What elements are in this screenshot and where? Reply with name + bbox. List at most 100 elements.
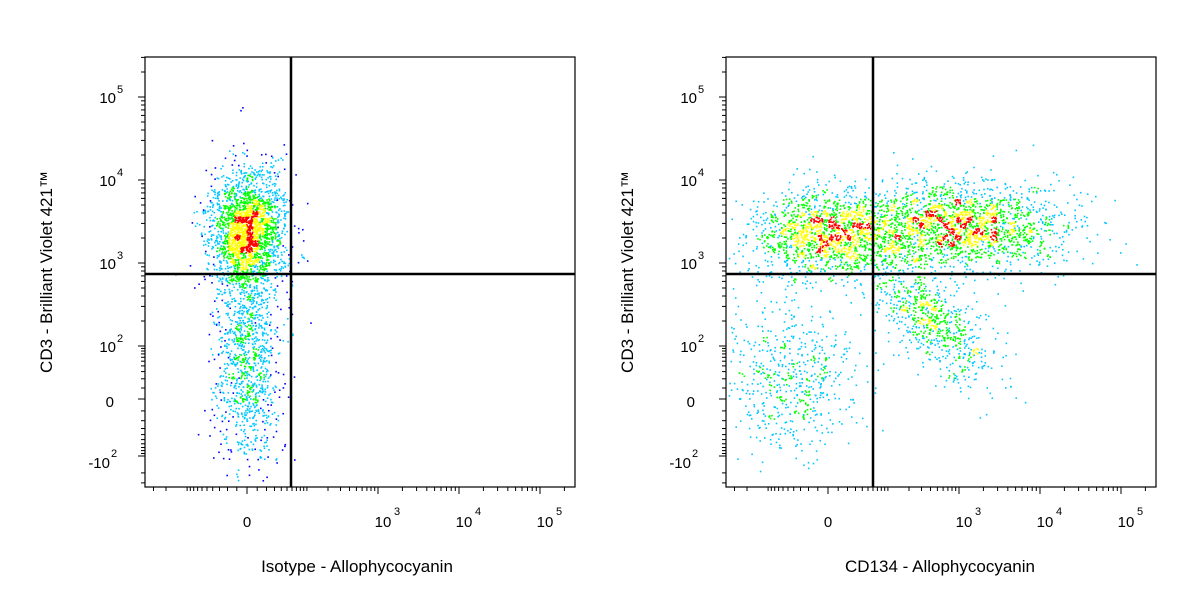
scatter-point <box>242 312 244 315</box>
scatter-point <box>852 229 854 231</box>
scatter-point <box>281 254 283 256</box>
scatter-point <box>895 255 897 258</box>
scatter-point <box>236 338 238 341</box>
scatter-point <box>243 287 246 289</box>
scatter-point <box>847 213 850 215</box>
scatter-point <box>249 313 251 316</box>
scatter-point <box>247 205 249 207</box>
scatter-point <box>255 348 257 350</box>
scatter-point <box>784 195 787 197</box>
scatter-point <box>796 251 798 253</box>
scatter-point <box>865 257 868 259</box>
scatter-point <box>843 246 846 248</box>
scatter-point <box>856 221 859 223</box>
scatter-point <box>258 260 260 262</box>
scatter-point <box>829 243 831 245</box>
scatter-point <box>277 256 279 258</box>
scatter-point <box>263 279 266 281</box>
scatter-point <box>242 218 245 221</box>
scatter-point <box>816 214 818 217</box>
scatter-point <box>251 241 254 244</box>
scatter-point <box>221 382 224 385</box>
scatter-point <box>238 240 241 243</box>
scatter-point <box>846 281 849 283</box>
scatter-point <box>255 419 257 422</box>
scatter-point <box>227 356 230 359</box>
scatter-point <box>838 238 840 241</box>
scatter-point <box>240 447 242 450</box>
scatter-point <box>795 236 798 238</box>
scatter-point <box>745 235 748 237</box>
scatter-point <box>228 458 231 460</box>
scatter-point <box>262 409 264 411</box>
scatter-point <box>250 268 252 270</box>
scatter-point <box>856 253 859 256</box>
scatter-point <box>265 349 268 351</box>
scatter-point <box>222 223 224 226</box>
scatter-point <box>241 288 243 291</box>
scatter-point <box>293 225 296 227</box>
scatter-point <box>906 227 908 229</box>
scatter-point <box>811 242 814 245</box>
scatter-point <box>283 223 286 225</box>
scatter-point <box>835 203 838 205</box>
scatter-point <box>231 319 233 322</box>
scatter-point <box>236 233 238 235</box>
scatter-point <box>841 236 844 238</box>
scatter-point <box>278 244 280 246</box>
scatter-point <box>824 250 826 253</box>
scatter-point <box>852 225 854 228</box>
scatter-point <box>274 237 277 240</box>
scatter-point <box>823 224 826 226</box>
scatter-point <box>808 217 810 219</box>
scatter-point <box>908 244 911 247</box>
scatter-point <box>867 239 870 242</box>
scatter-point <box>847 248 850 251</box>
scatter-point <box>240 170 242 173</box>
scatter-point <box>243 198 245 201</box>
scatter-point <box>226 379 229 382</box>
scatter-point <box>818 215 821 218</box>
scatter-point <box>775 216 777 218</box>
scatter-point <box>270 404 272 406</box>
scatter-point <box>264 422 266 425</box>
scatter-point <box>904 245 907 248</box>
scatter-point <box>859 241 862 244</box>
scatter-point <box>875 220 878 222</box>
scatter-point <box>280 308 282 311</box>
scatter-point <box>742 255 744 258</box>
scatter-point <box>227 305 229 308</box>
scatter-point <box>246 192 249 194</box>
scatter-point <box>248 239 251 241</box>
scatter-point <box>813 218 815 221</box>
scatter-point <box>207 268 209 271</box>
scatter-point <box>251 171 253 173</box>
scatter-point <box>262 182 264 185</box>
scatter-point <box>895 210 898 213</box>
scatter-point <box>267 226 269 228</box>
scatter-point <box>248 328 251 330</box>
scatter-point <box>231 220 234 222</box>
scatter-point <box>263 328 266 331</box>
scatter-point <box>252 215 254 218</box>
scatter-point <box>810 219 812 221</box>
scatter-point <box>784 236 786 238</box>
scatter-point <box>260 295 262 297</box>
scatter-point <box>272 261 275 264</box>
scatter-point <box>244 220 246 223</box>
scatter-point <box>811 267 813 269</box>
scatter-point <box>271 217 274 220</box>
scatter-point <box>268 209 270 211</box>
scatter-point <box>208 254 210 257</box>
scatter-point <box>243 451 246 454</box>
scatter-point <box>251 307 254 309</box>
scatter-point <box>230 350 233 352</box>
scatter-point <box>262 228 264 231</box>
scatter-point <box>802 241 804 243</box>
scatter-point <box>262 359 265 362</box>
scatter-point <box>802 282 804 284</box>
scatter-point <box>762 219 765 222</box>
scatter-point <box>210 387 212 390</box>
scatter-point <box>227 249 229 252</box>
scatter-point <box>783 224 785 226</box>
